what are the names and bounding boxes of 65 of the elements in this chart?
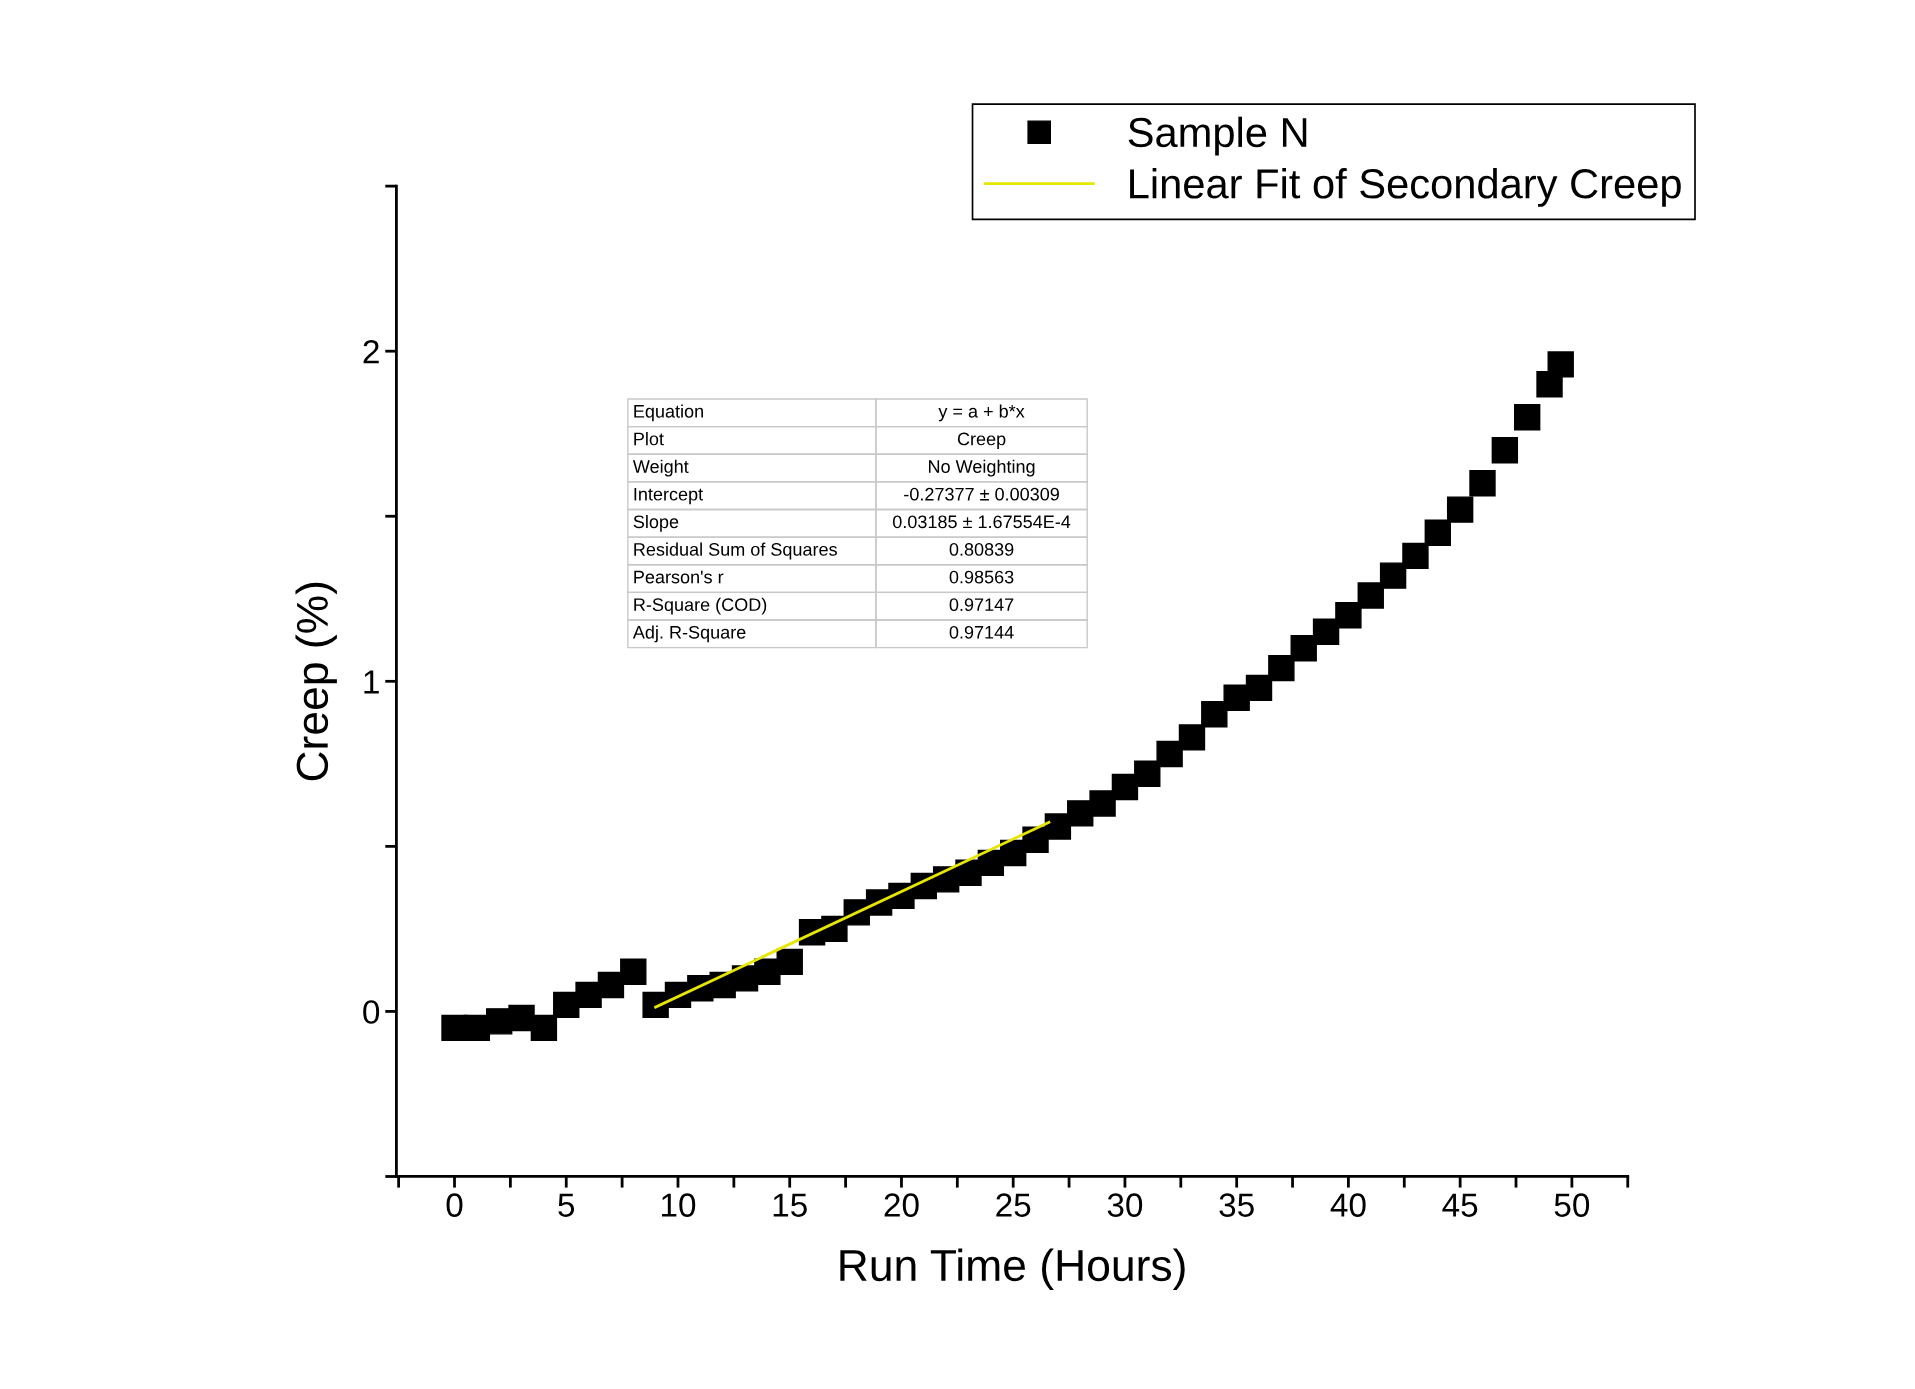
- annotation: Plot: [634, 432, 664, 446]
- annotation: 0.97144: [949, 625, 1014, 639]
- point: [1379, 562, 1407, 589]
- point: [1424, 519, 1451, 546]
- x-tick-label: 0: [446, 1193, 463, 1217]
- point: [1089, 790, 1116, 817]
- x-tick-label: 25: [996, 1193, 1031, 1217]
- point: [1290, 635, 1317, 662]
- point: [508, 1004, 535, 1032]
- annotation: 0.03185 ± 1.67554E-4: [892, 515, 1071, 529]
- point: [1044, 813, 1072, 840]
- annotation: No Weighting: [929, 459, 1035, 477]
- annotation: 0.98563: [949, 570, 1014, 584]
- point: [575, 981, 602, 1009]
- point: [1201, 701, 1228, 728]
- point: [1513, 404, 1541, 431]
- annotation: Residual Sum of Squares: [634, 542, 837, 560]
- point: [754, 958, 781, 986]
- legend-label: Sample N: [1128, 116, 1307, 156]
- point: [1178, 724, 1206, 751]
- point: [776, 948, 803, 976]
- point: [1335, 602, 1362, 629]
- point: [1446, 496, 1474, 523]
- point: [1223, 684, 1250, 712]
- annotation: R-Square (COD): [634, 597, 767, 615]
- point: [1312, 618, 1340, 645]
- x-tick-label: 30: [1107, 1193, 1143, 1217]
- x-tick-label: 45: [1442, 1193, 1478, 1217]
- annotation: Intercept: [634, 487, 703, 505]
- point: [1469, 470, 1496, 497]
- annotation: Creep: [957, 432, 1006, 449]
- annotation: -0.27377 ± 0.00309: [904, 487, 1059, 501]
- point: [597, 971, 625, 999]
- annotation: Equation: [634, 404, 703, 422]
- y-tick-label: 0: [363, 1000, 380, 1024]
- annotation: Weight: [632, 459, 689, 477]
- point: [1268, 654, 1295, 682]
- annotation: y = a + b*x: [938, 404, 1025, 422]
- annotation: Slope: [633, 514, 679, 532]
- x-tick-label: 15: [773, 1193, 807, 1217]
- x-tick-label: 40: [1330, 1193, 1366, 1217]
- y-tick-label: 1: [364, 670, 379, 694]
- x-tick-label: 5: [558, 1193, 575, 1217]
- x-axis-title: Run Time (Hours): [840, 1248, 1185, 1290]
- x-tick-label: 50: [1554, 1193, 1590, 1217]
- point: [1245, 674, 1273, 702]
- point: [1134, 760, 1161, 787]
- annotation: Pearson's r: [634, 570, 724, 584]
- point: [1357, 582, 1384, 609]
- point: [1547, 351, 1574, 378]
- point: [530, 1014, 558, 1042]
- x-tick-label: 20: [884, 1193, 919, 1217]
- legend-label: Linear Fit of Secondary Creep: [1130, 168, 1681, 207]
- point: [1111, 773, 1139, 801]
- y-axis-title: Creep (%): [295, 582, 337, 781]
- x-tick-label: 10: [661, 1193, 696, 1217]
- point: [1156, 740, 1183, 768]
- point: [1491, 437, 1519, 464]
- x-tick-label: 35: [1219, 1193, 1254, 1217]
- point: [1402, 542, 1429, 570]
- annotation: 0.80839: [949, 543, 1014, 556]
- y-tick-label: 2: [363, 339, 379, 364]
- annotation: 0.97147: [949, 598, 1014, 612]
- point: [620, 958, 647, 986]
- annotation: Adj. R-Square: [632, 625, 746, 643]
